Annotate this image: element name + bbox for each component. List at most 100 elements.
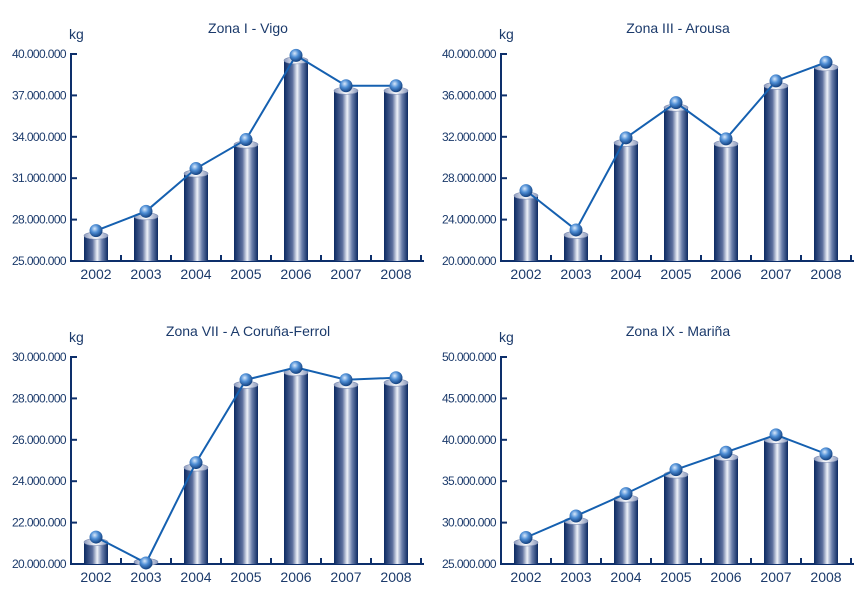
data-point-2002 xyxy=(89,530,103,544)
y-tick-label: 25.000.000 xyxy=(442,557,497,571)
data-point-2002 xyxy=(519,531,533,545)
x-tick-label: 2007 xyxy=(330,569,361,585)
data-point-2002 xyxy=(89,224,103,238)
chart-title: Zona VII - A Coruña-Ferrol xyxy=(166,323,330,339)
bar-body xyxy=(234,144,258,261)
data-point-2004 xyxy=(189,162,203,176)
data-point-2003 xyxy=(569,509,583,523)
bar-body xyxy=(184,173,208,261)
bar-body xyxy=(234,384,258,564)
y-tick-label: 28.000.000 xyxy=(12,391,67,405)
bar-body xyxy=(84,235,108,261)
bar-2008 xyxy=(813,63,839,261)
bar-body xyxy=(814,67,838,261)
chart-title: Zona I - Vigo xyxy=(208,20,288,36)
y-tick-label: 30.000.000 xyxy=(442,516,497,530)
y-tick-label: 24.000.000 xyxy=(442,213,497,227)
bar-body xyxy=(714,143,738,261)
bar-2005 xyxy=(663,103,689,262)
bar-body xyxy=(284,60,308,261)
data-point-2003 xyxy=(569,223,583,237)
bar-body xyxy=(384,382,408,564)
y-axis-unit-label: kg xyxy=(69,329,84,345)
data-point-2005 xyxy=(239,133,253,147)
bar-body xyxy=(614,142,638,261)
y-tick-label: 20.000.000 xyxy=(442,254,497,268)
x-tick-label: 2004 xyxy=(610,569,641,585)
data-point-2007 xyxy=(769,428,783,442)
y-tick-label: 40.000.000 xyxy=(442,433,497,447)
data-point-2003 xyxy=(139,204,153,218)
data-point-2008 xyxy=(819,447,833,461)
y-tick-label: 31.000.000 xyxy=(12,171,67,185)
chart-panel-4: Zona IX - Mariña kg 25.000.000 30.000.000 35… xyxy=(442,323,854,585)
x-tick-label: 2008 xyxy=(380,266,411,282)
bar-2006 xyxy=(713,140,739,261)
bar-body xyxy=(514,542,538,564)
bar-2004 xyxy=(183,463,209,564)
x-tick-label: 2005 xyxy=(230,569,261,585)
bar-body xyxy=(764,439,788,564)
data-point-2007 xyxy=(769,74,783,88)
bar-body xyxy=(134,216,158,261)
x-tick-label: 2005 xyxy=(660,569,691,585)
y-tick-label: 22.000.000 xyxy=(12,516,67,530)
chart-title: Zona III - Arousa xyxy=(626,20,730,36)
bar-body xyxy=(84,542,108,564)
data-point-2006 xyxy=(719,132,733,146)
bar-body xyxy=(564,520,588,564)
x-tick-label: 2004 xyxy=(180,569,211,585)
bar-2002 xyxy=(513,191,539,261)
y-tick-label: 35.000.000 xyxy=(442,474,497,488)
bar-2007 xyxy=(333,86,359,262)
data-point-2004 xyxy=(619,131,633,145)
y-axis-unit-label: kg xyxy=(499,26,514,42)
x-tick-label: 2002 xyxy=(510,266,541,282)
data-point-2007 xyxy=(339,79,353,93)
y-tick-label: 34.000.000 xyxy=(12,130,67,144)
chart-panel-2: Zona III - Arousa kg 20.000.000 24.000.000 2… xyxy=(442,20,854,282)
bar-2008 xyxy=(383,86,409,262)
y-tick-label: 32.000.000 xyxy=(442,130,497,144)
y-axis-unit-label: kg xyxy=(69,26,84,42)
x-tick-label: 2007 xyxy=(330,266,361,282)
data-point-2008 xyxy=(389,371,403,385)
x-tick-label: 2006 xyxy=(280,569,311,585)
chart-panel-3: Zona VII - A Coruña-Ferrol kg 20.000.000 22… xyxy=(12,323,424,585)
data-point-2005 xyxy=(669,463,683,477)
bar-2003 xyxy=(133,212,159,261)
bar-2004 xyxy=(613,494,639,564)
bar-body xyxy=(664,107,688,262)
bar-body xyxy=(714,457,738,564)
bar-2002 xyxy=(513,538,539,564)
bar-2004 xyxy=(613,139,639,261)
y-tick-label: 40.000.000 xyxy=(442,47,497,61)
y-tick-label: 50.000.000 xyxy=(442,350,497,364)
data-point-2007 xyxy=(339,373,353,387)
bar-body xyxy=(384,90,408,262)
data-point-2005 xyxy=(239,373,253,387)
x-tick-label: 2006 xyxy=(710,266,741,282)
x-tick-label: 2003 xyxy=(560,266,591,282)
bar-body xyxy=(764,85,788,261)
y-tick-label: 20.000.000 xyxy=(12,557,67,571)
bar-2008 xyxy=(383,378,409,564)
bar-body xyxy=(664,474,688,564)
bar-2005 xyxy=(233,380,259,564)
y-axis-unit-label: kg xyxy=(499,329,514,345)
bar-body xyxy=(334,384,358,564)
x-tick-label: 2002 xyxy=(510,569,541,585)
data-point-2002 xyxy=(519,184,533,198)
x-tick-label: 2006 xyxy=(710,569,741,585)
x-tick-label: 2006 xyxy=(280,266,311,282)
chart-title: Zona IX - Mariña xyxy=(626,323,730,339)
data-point-2005 xyxy=(669,96,683,110)
data-point-2006 xyxy=(719,445,733,459)
data-point-2008 xyxy=(819,55,833,69)
x-tick-label: 2002 xyxy=(80,266,111,282)
y-tick-label: 28.000.000 xyxy=(12,213,67,227)
x-tick-label: 2007 xyxy=(760,569,791,585)
bar-body xyxy=(334,90,358,262)
x-tick-label: 2004 xyxy=(180,266,211,282)
bar-body xyxy=(564,234,588,261)
